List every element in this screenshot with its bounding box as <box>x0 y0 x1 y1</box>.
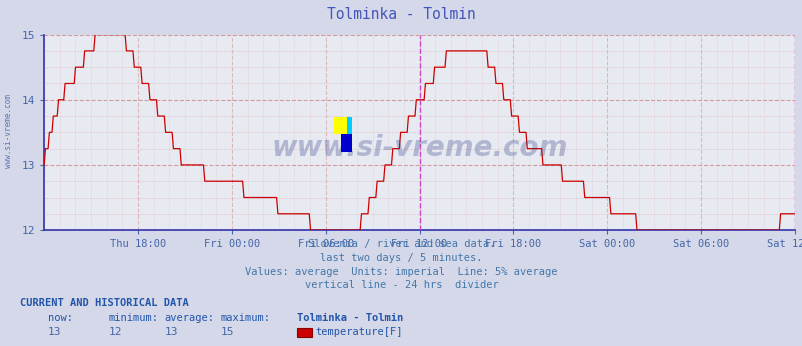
Text: 15: 15 <box>221 327 234 337</box>
Text: 12: 12 <box>108 327 122 337</box>
Text: temperature[F]: temperature[F] <box>315 327 403 337</box>
Text: now:: now: <box>48 313 73 322</box>
Text: minimum:: minimum: <box>108 313 158 322</box>
Text: CURRENT AND HISTORICAL DATA: CURRENT AND HISTORICAL DATA <box>20 298 188 308</box>
Text: Slovenia / river and sea data.: Slovenia / river and sea data. <box>307 239 495 249</box>
FancyBboxPatch shape <box>346 117 352 134</box>
Text: 13: 13 <box>48 327 62 337</box>
Text: Tolminka - Tolmin: Tolminka - Tolmin <box>297 313 403 322</box>
Text: 13: 13 <box>164 327 178 337</box>
Text: Tolminka - Tolmin: Tolminka - Tolmin <box>326 7 476 22</box>
Text: average:: average: <box>164 313 214 322</box>
Text: Values: average  Units: imperial  Line: 5% average: Values: average Units: imperial Line: 5%… <box>245 267 557 276</box>
Text: www.si-vreme.com: www.si-vreme.com <box>4 94 14 169</box>
FancyBboxPatch shape <box>341 134 352 152</box>
Text: last two days / 5 minutes.: last two days / 5 minutes. <box>320 253 482 263</box>
Text: vertical line - 24 hrs  divider: vertical line - 24 hrs divider <box>304 281 498 290</box>
Text: maximum:: maximum: <box>221 313 270 322</box>
FancyBboxPatch shape <box>333 117 346 134</box>
Text: www.si-vreme.com: www.si-vreme.com <box>271 134 567 162</box>
